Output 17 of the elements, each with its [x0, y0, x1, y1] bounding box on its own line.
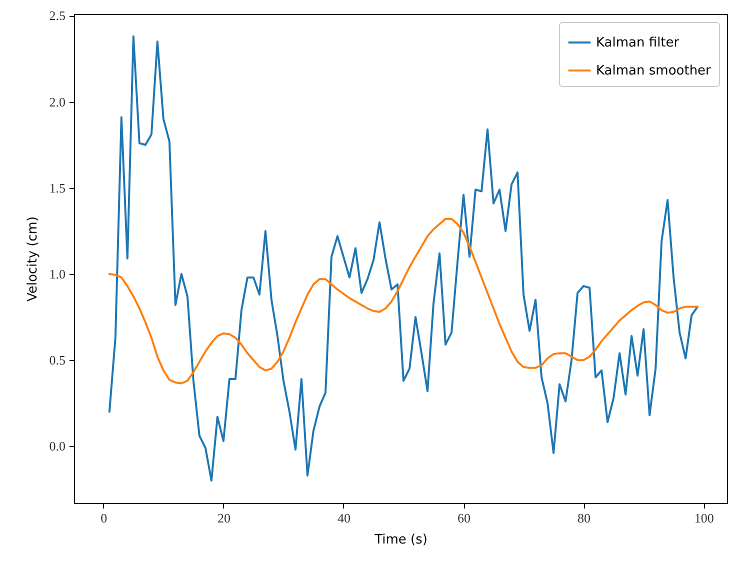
legend-label: Kalman filter [596, 36, 680, 50]
y-tick-label: 1.5 [49, 180, 66, 196]
y-tick-label: 0.5 [49, 352, 66, 368]
y-axis-title: Velocity (cm) [25, 216, 40, 302]
x-tick-label: 100 [694, 510, 714, 526]
x-axis-title: Time (s) [374, 532, 428, 548]
x-tick-label: 0 [100, 510, 108, 526]
y-tick-label: 2.0 [49, 94, 66, 110]
x-tick-label: 60 [458, 510, 471, 526]
y-tick-label: 2.5 [49, 8, 66, 24]
legend-label: Kalman smoother [596, 64, 712, 78]
y-tick-label: 0.0 [49, 438, 66, 454]
y-tick-label: 1.0 [49, 266, 66, 282]
line-series [108, 218, 699, 384]
x-tick-label: 40 [337, 510, 350, 526]
x-tick-label: 20 [217, 510, 230, 526]
x-tick-label: 80 [578, 510, 591, 526]
